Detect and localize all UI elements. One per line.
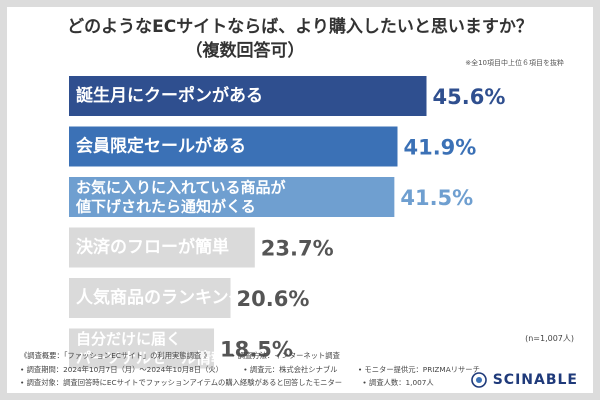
- bar-2: [69, 126, 398, 167]
- value-label-3: 41.5%: [400, 186, 473, 210]
- bar-1: [69, 76, 427, 116]
- brand-logo: SCINABLE: [470, 372, 578, 388]
- sample-size: (n=1,007人): [525, 334, 574, 343]
- selection-note: ※全10項目中上位６項目を抜粋: [465, 59, 564, 67]
- value-label-6: 18.5%: [220, 338, 293, 362]
- bar-4: [69, 227, 255, 268]
- category-label-3-line-2: 値下げされたら通知がくる: [75, 198, 256, 216]
- brand-mark-icon: [470, 372, 487, 388]
- footer-survey-target: • 調査対象：調査回答時にECサイトでファッションアイテムの購入経験があると回答…: [20, 378, 343, 387]
- footer-survey-period: • 調査期間：2024年10月7日（月）〜2024年10月8日（火）: [20, 364, 223, 374]
- category-label-1-line-1: 誕生月にクーポンがある: [76, 85, 263, 106]
- value-label-5: 20.6%: [237, 287, 310, 311]
- category-label-3-line-1: お気に入りに入れている商品が: [76, 179, 287, 197]
- footer-survey-method: • 調査方法：インターネット調査: [231, 351, 340, 360]
- footer-survey-overview: 《調査概要：「ファッションECサイト」の利用実態調査 》: [20, 351, 211, 360]
- footer-survey-source: • 調査元：株式会社シナブル: [243, 364, 338, 374]
- value-label-2: 41.9%: [403, 136, 476, 160]
- brand-name: SCINABLE: [492, 372, 578, 388]
- category-label-6-line-1: 自分だけに届く: [76, 330, 181, 348]
- chart-subtitle: （複数回答可）: [185, 41, 305, 61]
- footer-monitor-provider: • モニター提供元：PRIZMAリサーチ: [357, 364, 480, 374]
- bar-3: [69, 177, 395, 217]
- category-label-4-line-1: 決済のフローが簡単: [76, 237, 229, 258]
- category-label-2-line-1: 会員限定セールがある: [76, 136, 246, 157]
- chart-title: どのようなECサイトならば、より購入したいと思いますか？: [67, 17, 533, 37]
- bar-5: [69, 278, 231, 318]
- value-label-4: 23.7%: [261, 237, 334, 261]
- survey-footer: 《調査概要：「ファッションECサイト」の利用実態調査 》 • 調査方法：インター…: [20, 349, 480, 390]
- category-label-5-line-1: 人気商品のランキングがわかる: [76, 287, 314, 308]
- value-label-1: 45.6%: [433, 85, 506, 109]
- footer-survey-count: • 調査人数：1,007人: [362, 378, 434, 387]
- bar-6: [69, 328, 215, 369]
- category-label-6-line-2: パーソナルセール情報がある: [76, 349, 271, 367]
